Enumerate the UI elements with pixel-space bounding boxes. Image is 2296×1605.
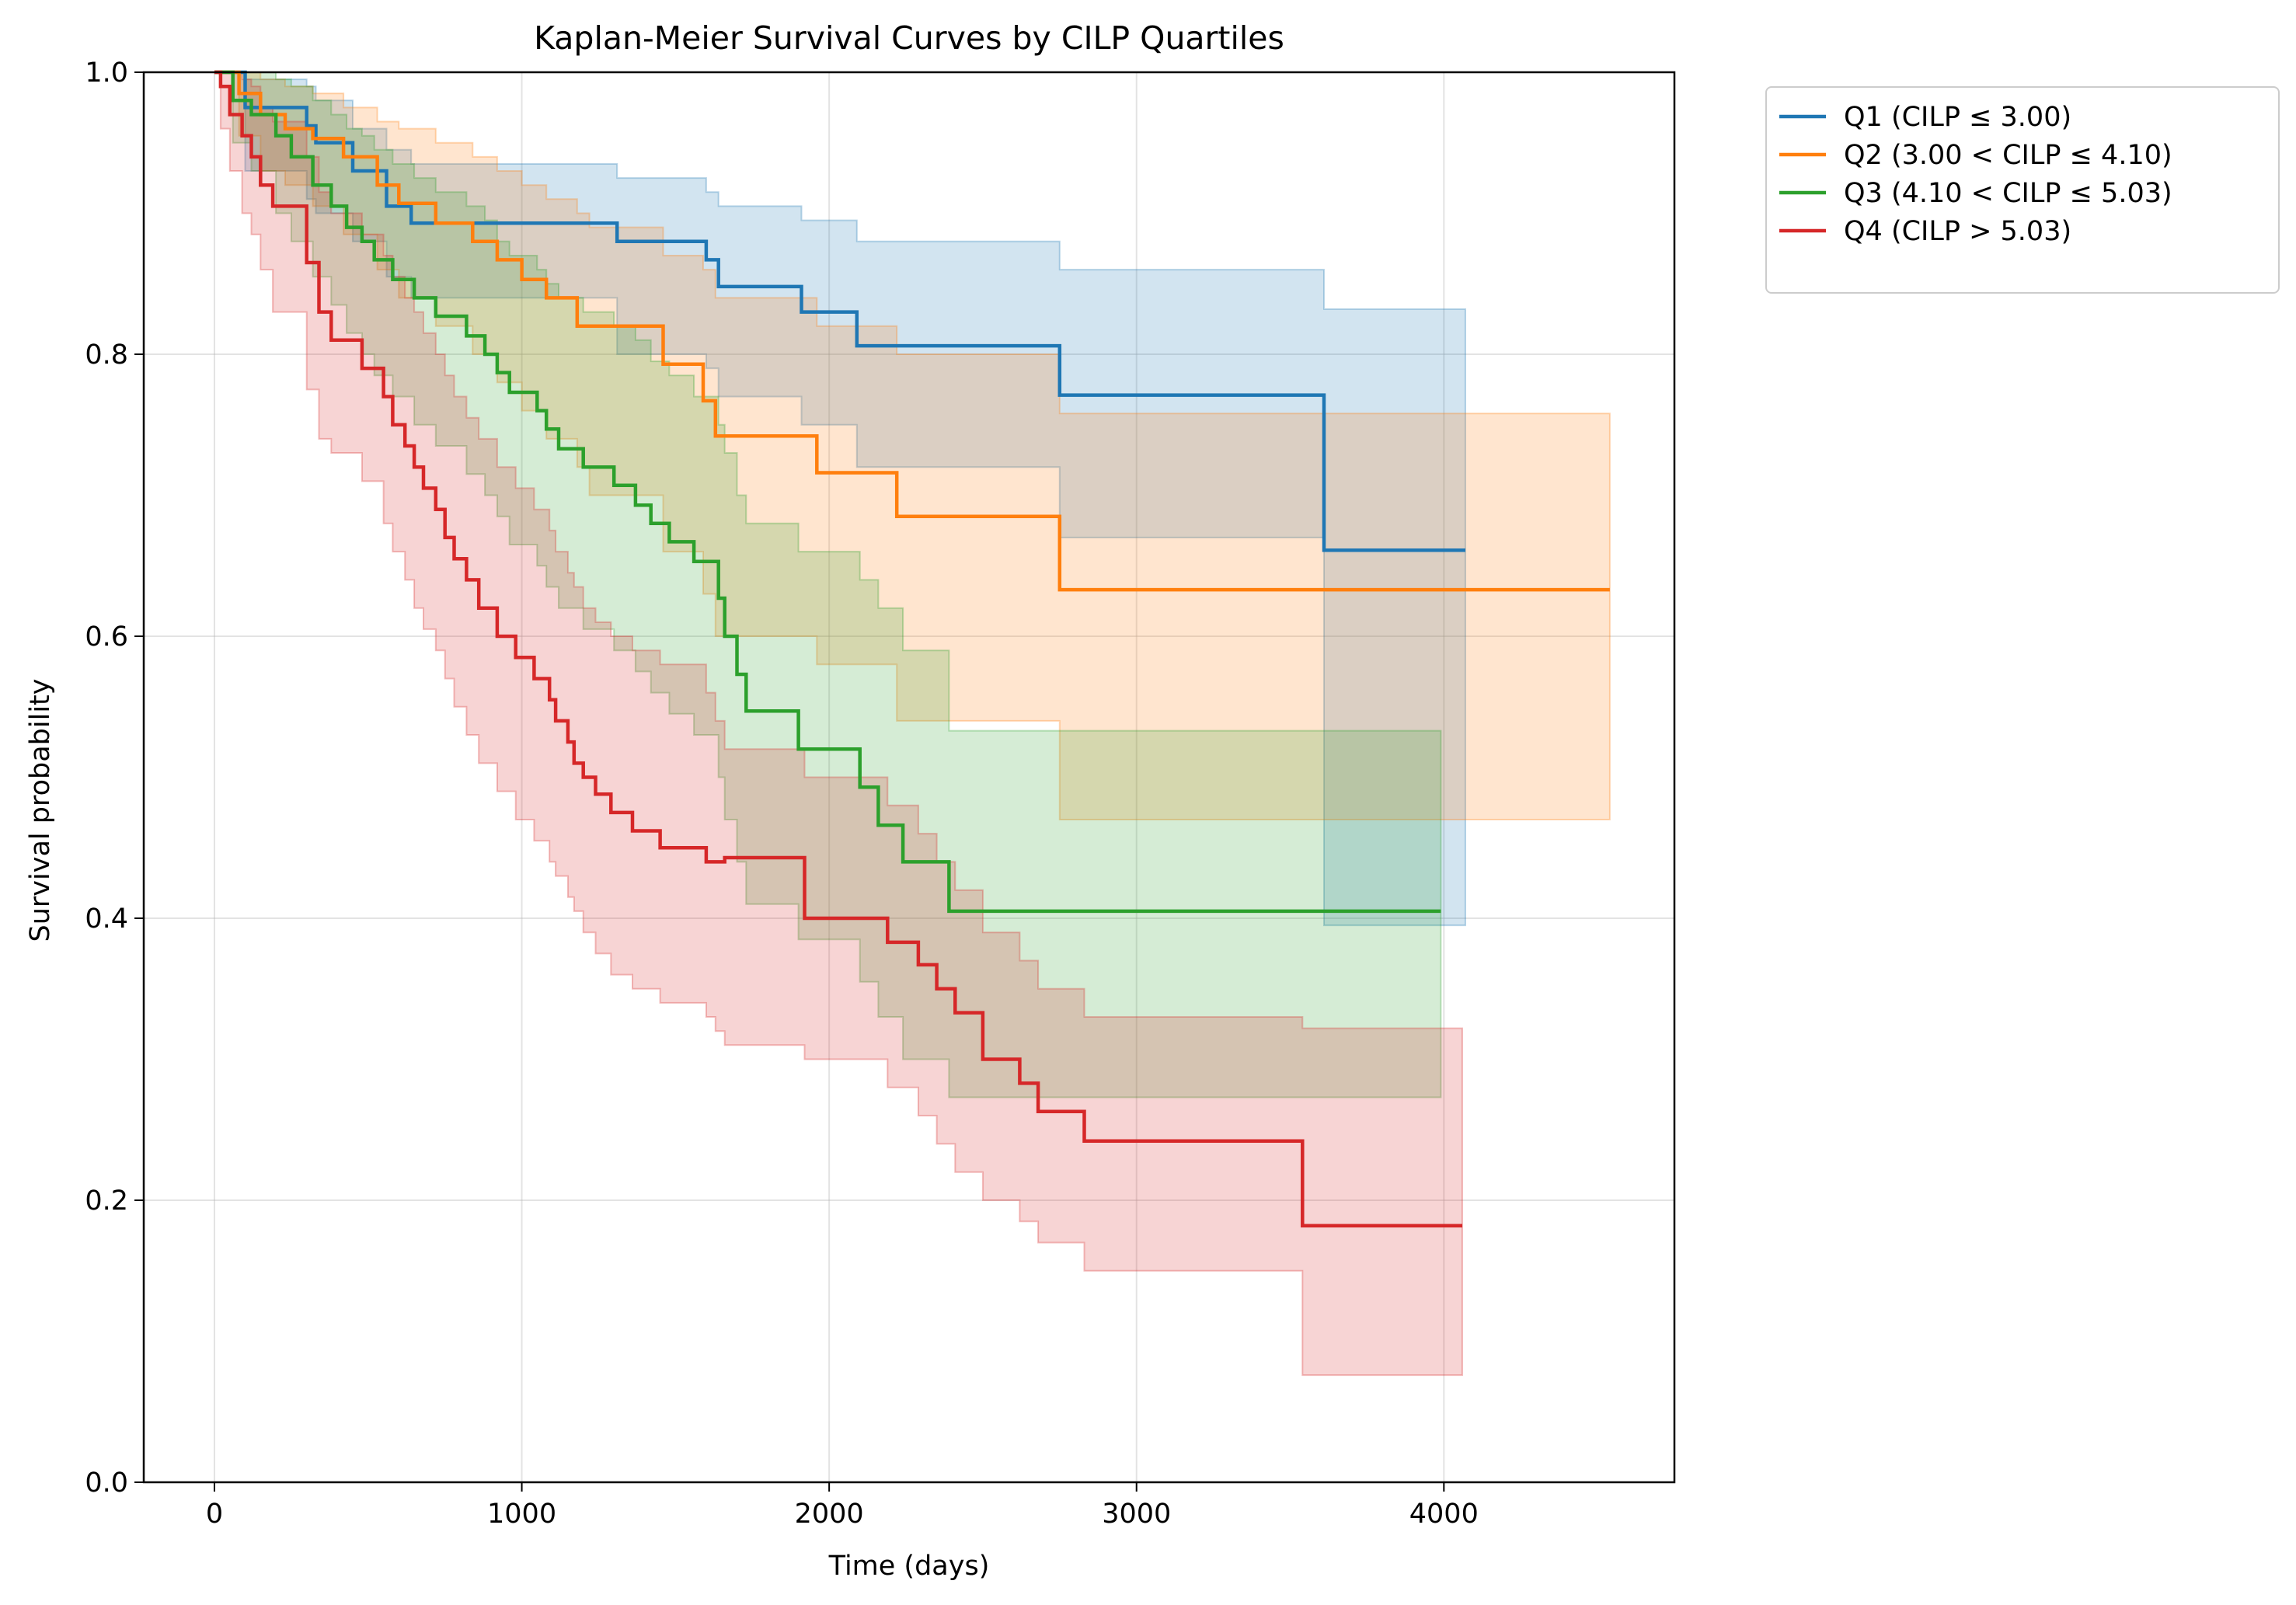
ci-band-q3 [214,71,1442,1098]
x-tick-label: 3000 [1102,1499,1171,1530]
confidence-bands [214,71,1611,1377]
chart-title: Kaplan-Meier Survival Curves by CILP Qua… [534,19,1284,57]
survival-lines [214,70,1610,1227]
x-tick-label: 4000 [1409,1499,1479,1530]
x-axis-label: Time (days) [828,1551,990,1582]
plot-frame [142,71,1676,1484]
y-tick-label: 0.6 [85,621,128,653]
y-tick-label: 0.8 [85,339,128,371]
x-tick-label: 0 [206,1499,223,1530]
legend: Q1 (CILP ≤ 3.00) Q2 (3.00 < CILP ≤ 4.10) Q… [1765,86,2280,294]
legend-label-q3: Q3 (4.10 < CILP ≤ 5.03) [1844,178,2172,209]
legend-box [1765,86,2280,294]
legend-label-q1: Q1 (CILP ≤ 3.00) [1844,102,2071,133]
y-tick-label: 0.0 [85,1467,128,1499]
survival-line-q4 [214,70,1462,1227]
x-tick-label: 1000 [487,1499,556,1530]
y-tick-label: 0.4 [85,903,128,935]
legend-label-q4: Q4 (CILP > 5.03) [1844,216,2071,247]
ci-band-q2 [214,71,1611,820]
axis-ticks: 0 1000 2000 3000 4000 0.0 0.2 0.4 0.6 0.8 1.0 [85,57,1479,1530]
x-tick-label: 2000 [795,1499,864,1530]
legend-label-q2: Q2 (3.00 < CILP ≤ 4.10) [1844,140,2172,171]
y-tick-label: 1.0 [85,57,128,89]
y-axis-label: Survival probability [25,679,56,942]
survival-line-q1 [214,70,1465,552]
ci-band-q4 [214,71,1463,1377]
y-tick-label: 0.2 [85,1185,128,1217]
ci-band-q1 [214,71,1466,927]
survival-line-q2 [214,70,1610,592]
survival-line-q3 [214,70,1441,914]
